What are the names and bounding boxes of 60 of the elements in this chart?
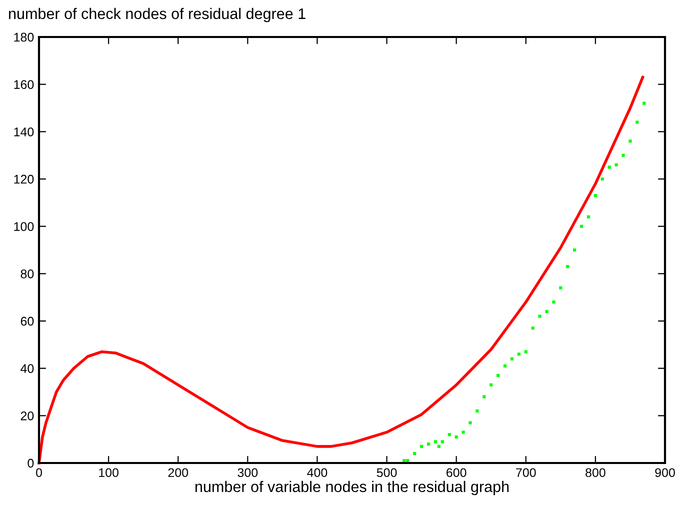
y-tick-label: 180 <box>14 32 34 42</box>
y-tick-label: 20 <box>20 411 34 420</box>
y-tick-label: 0 <box>28 458 34 468</box>
point <box>580 224 584 228</box>
y-tick-label: 140 <box>14 127 34 136</box>
x-tick-label: 300 <box>238 468 258 478</box>
point <box>440 440 444 444</box>
point <box>448 433 451 436</box>
chart-title: number of check nodes of residual degree 1 <box>9 8 306 22</box>
x-axis-title: number of variable nodes in the residual graph <box>195 480 509 496</box>
y-tick-label: 160 <box>14 80 34 89</box>
point <box>468 421 472 424</box>
point <box>566 265 570 268</box>
x-tick-label: 700 <box>516 468 536 478</box>
point <box>510 357 514 360</box>
y-tick-label: 120 <box>14 174 34 184</box>
point <box>594 194 597 198</box>
point <box>503 364 507 368</box>
point <box>559 286 562 290</box>
x-tick-label: 400 <box>307 468 328 478</box>
point <box>476 409 479 412</box>
point <box>437 444 440 448</box>
y-tick-label: 80 <box>20 269 34 278</box>
point <box>614 163 618 166</box>
point <box>496 374 500 377</box>
point <box>628 140 632 143</box>
x-tick-label: 500 <box>376 468 397 478</box>
point <box>642 102 646 105</box>
x-tick-label: 100 <box>99 468 118 478</box>
point <box>454 435 458 439</box>
point <box>545 310 548 314</box>
point <box>573 248 576 252</box>
point <box>622 154 625 157</box>
point <box>586 215 590 218</box>
point <box>490 383 493 386</box>
point <box>600 177 604 181</box>
point <box>413 452 416 456</box>
point <box>402 459 406 462</box>
point <box>552 300 556 304</box>
point <box>531 326 534 330</box>
point <box>434 440 438 444</box>
y-tick-label: 60 <box>20 316 34 326</box>
x-tick-label: 800 <box>586 468 606 478</box>
point <box>524 350 528 354</box>
x-tick-label: 600 <box>446 468 466 478</box>
point <box>420 444 424 448</box>
point <box>482 395 486 398</box>
x-tick-label: 200 <box>168 468 188 478</box>
point <box>608 166 611 169</box>
point <box>406 459 410 462</box>
point <box>462 430 465 434</box>
x-tick-label: 0 <box>36 468 42 478</box>
line-series <box>38 76 644 464</box>
point <box>517 352 520 356</box>
y-tick-label: 40 <box>20 364 34 373</box>
point <box>636 120 639 124</box>
y-tick-label: 100 <box>14 222 34 231</box>
point <box>426 442 430 446</box>
x-tick-label: 900 <box>655 468 675 478</box>
point <box>538 314 542 318</box>
